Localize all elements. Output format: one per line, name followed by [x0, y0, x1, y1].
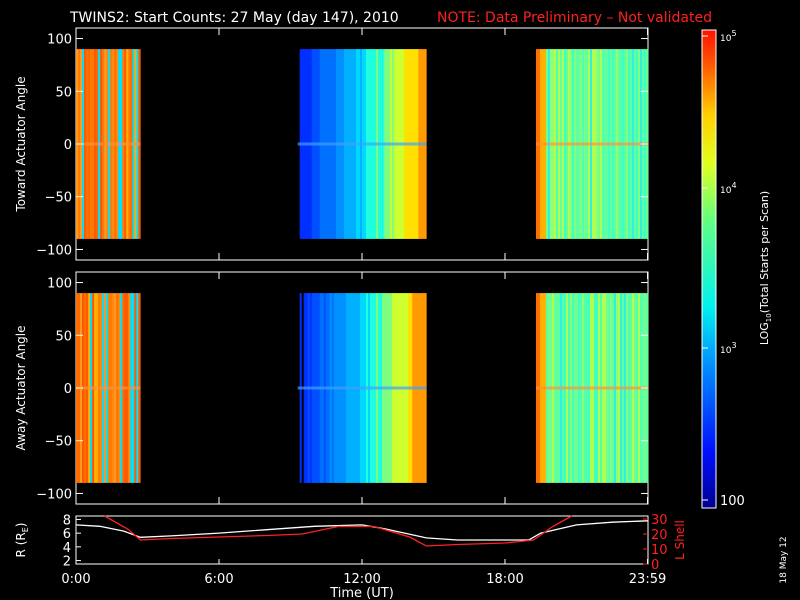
panel-away-ylabel: Away Actuator Angle [14, 325, 28, 450]
heatmap-block [297, 49, 427, 239]
colorbar-tick-label: 103 [720, 341, 737, 356]
zero-angle-band [76, 386, 141, 390]
heatmap-block [76, 49, 141, 239]
heatmap-block [76, 293, 141, 483]
ytick-label: 6 [63, 527, 71, 542]
ytick-label: 0 [64, 382, 72, 397]
panel-away-yticks: 100 50 0 −50 −100 [36, 272, 649, 504]
panel-toward-yticks: 100 50 0 −50 −100 [36, 28, 649, 260]
xtick-label: 0:00 [61, 572, 90, 587]
panel-orbit-lines [75, 515, 649, 547]
colorbar-tick-label: 105 [720, 29, 737, 44]
colorbar-ticks: 105 104 103 100 [702, 29, 745, 509]
lshell-series-line [104, 515, 573, 547]
panel-orbit-xticks: 0:00 6:00 12:00 18:00 23:59 [61, 559, 666, 587]
colorbar-tick-label: 100 [720, 494, 745, 509]
heatmap-block [535, 49, 649, 239]
ytick-label: 0 [64, 138, 72, 153]
zero-angle-band [535, 142, 648, 146]
y2tick-label: 0 [651, 558, 659, 573]
data-note: NOTE: Data Preliminary – Not validated [437, 10, 712, 26]
y2tick-label: 10 [651, 543, 668, 558]
zero-angle-band [297, 142, 427, 146]
heatmap-block [297, 293, 427, 483]
chart-title: TWINS2: Start Counts: 27 May (day 147), … [69, 10, 399, 26]
ytick-label: 8 [63, 513, 71, 528]
colorbar-tick-label: 104 [720, 181, 737, 196]
ytick-label: 100 [47, 33, 72, 48]
ytick-label: 4 [63, 541, 71, 556]
date-stamp: 18 May 12 [779, 536, 789, 583]
panel-orbit-y2label: L Shell [673, 520, 687, 560]
xtick-label: 23:59 [629, 572, 666, 587]
ytick-label: −100 [36, 243, 72, 258]
ytick-label: 100 [47, 277, 72, 292]
colorbar-gradient [701, 29, 717, 509]
ytick-label: 50 [55, 85, 72, 100]
xtick-label: 6:00 [204, 572, 233, 587]
zero-angle-band [535, 386, 648, 390]
ytick-label: 50 [55, 329, 72, 344]
y2tick-label: 30 [651, 513, 668, 528]
zero-angle-band [76, 142, 141, 146]
xtick-label: 18:00 [486, 572, 523, 587]
panel-orbit-ylabel: R (RE) [14, 523, 30, 558]
panel-toward: 100 50 0 −50 −100 Toward Actuator Angle [14, 27, 649, 261]
panel-orbit-frame [75, 515, 649, 565]
panel-toward-ylabel: Toward Actuator Angle [14, 76, 28, 212]
colorbar-label: LOG10(Total Starts per Scan) [758, 191, 773, 345]
xtick-label: 12:00 [343, 572, 380, 587]
colorbar: 105 104 103 100 LOG10(Total Starts per Scan… [701, 29, 773, 509]
x-axis-label: Time (UT) [329, 586, 394, 600]
ytick-label: −50 [45, 435, 72, 450]
panel-away: 100 50 0 −50 −100 Away Actuator Angle [14, 271, 649, 505]
ytick-label: −100 [36, 487, 72, 502]
ytick-label: −50 [45, 191, 72, 206]
zero-angle-band [297, 386, 427, 390]
y2tick-label: 20 [651, 528, 668, 543]
heatmap-block [535, 293, 649, 483]
ytick-label: 2 [63, 555, 71, 570]
